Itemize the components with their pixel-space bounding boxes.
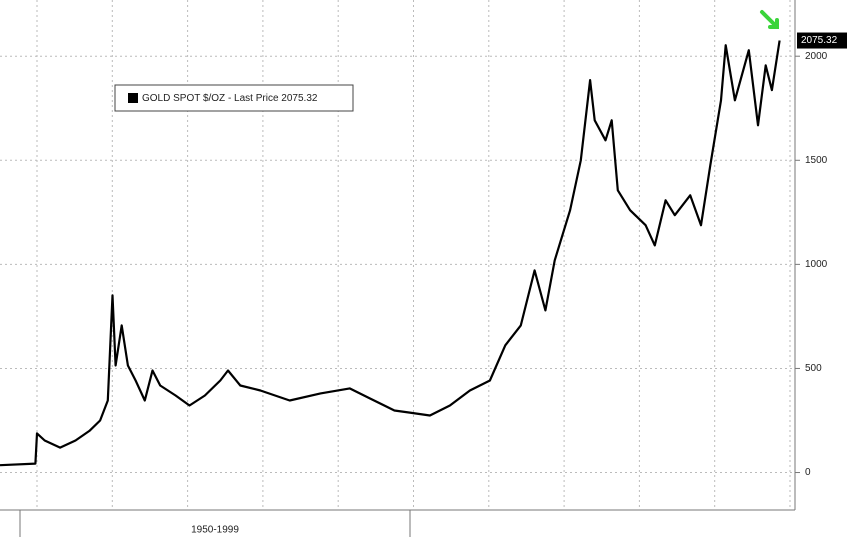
last-price-label: 2075.32: [801, 35, 838, 46]
y-tick-label: 500: [805, 363, 822, 374]
legend: GOLD SPOT $/OZ - Last Price 2075.32: [114, 84, 354, 112]
price-line: [0, 40, 781, 467]
x-label: 1950-1999: [191, 525, 239, 536]
legend-label: GOLD SPOT $/OZ - Last Price 2075.32: [142, 93, 318, 104]
y-tick-label: 1500: [805, 155, 828, 166]
y-tick-label: 1000: [805, 259, 828, 270]
y-tick-label: 2000: [805, 51, 828, 62]
last-price-tag: [797, 32, 847, 49]
arrow: [760, 10, 779, 29]
y-tick-label: 0: [805, 467, 811, 478]
legend-box: [114, 84, 354, 112]
legend-swatch: [128, 93, 138, 103]
